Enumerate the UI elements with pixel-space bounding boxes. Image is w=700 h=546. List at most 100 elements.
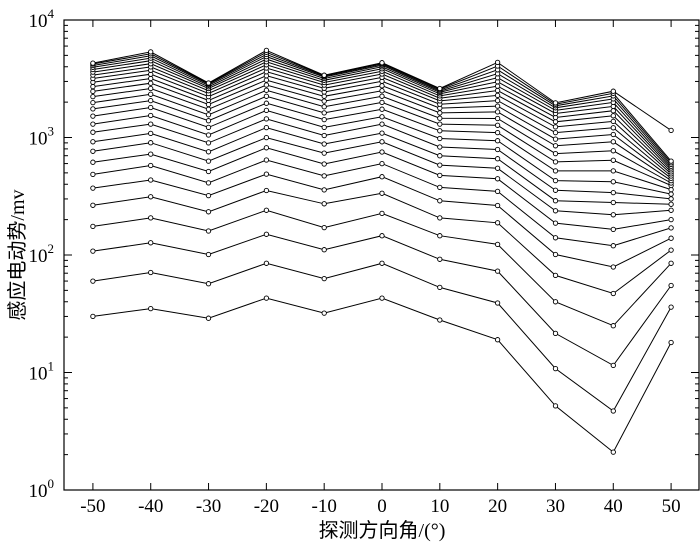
series-15-point bbox=[494, 115, 501, 122]
series-18-point bbox=[610, 125, 616, 131]
series-26-point bbox=[668, 158, 674, 164]
series-line-2 bbox=[92, 262, 672, 412]
series-7-point bbox=[379, 160, 385, 167]
series-3-point bbox=[90, 248, 96, 254]
series-3-point bbox=[494, 268, 501, 274]
series-17-point bbox=[610, 131, 616, 138]
series-14-point bbox=[263, 93, 270, 99]
series-18-point bbox=[552, 129, 559, 136]
series-10-point bbox=[668, 201, 674, 207]
series-12-point bbox=[148, 112, 154, 119]
series-12-point bbox=[494, 138, 501, 144]
series-14-point bbox=[494, 122, 501, 128]
series-20-point bbox=[610, 113, 616, 119]
series-18-point bbox=[494, 97, 501, 104]
series-15-point bbox=[321, 104, 327, 110]
series-9-point bbox=[494, 165, 501, 171]
series-8-point bbox=[205, 168, 212, 175]
x-tick-label: -20 bbox=[254, 496, 279, 517]
series-3-point bbox=[148, 240, 154, 246]
series-11-point bbox=[321, 132, 327, 139]
series-15-point bbox=[437, 115, 443, 121]
series-4-point bbox=[610, 323, 616, 329]
series-line-1 bbox=[92, 297, 672, 453]
series-7-point bbox=[148, 162, 154, 169]
series-15-point bbox=[552, 150, 559, 157]
series-11-point bbox=[205, 140, 212, 146]
series-6-point bbox=[437, 198, 443, 204]
x-tick-label: 20 bbox=[488, 496, 507, 517]
series-27-point bbox=[205, 80, 212, 86]
x-axis-label: 探测方向角/(°) bbox=[319, 519, 446, 542]
series-16-point bbox=[610, 139, 616, 145]
series-17-point bbox=[90, 88, 96, 95]
series-12-point bbox=[321, 124, 327, 131]
series-16-point bbox=[263, 82, 270, 88]
series-2-point bbox=[437, 284, 443, 291]
series-2-point bbox=[610, 408, 616, 414]
series-7-point bbox=[205, 180, 212, 186]
series-15-point bbox=[610, 148, 616, 154]
series-6-point bbox=[379, 174, 385, 180]
series-10-point bbox=[148, 130, 154, 137]
series-5-point bbox=[610, 290, 616, 297]
series-16-point bbox=[321, 98, 327, 104]
series-10-point bbox=[263, 124, 270, 131]
series-4-point bbox=[494, 241, 501, 248]
series-6-point bbox=[321, 187, 327, 193]
series-7-point bbox=[494, 188, 501, 195]
series-7-point bbox=[90, 171, 96, 178]
series-11-point bbox=[379, 121, 385, 127]
series-11-point bbox=[148, 121, 154, 127]
series-27-point bbox=[321, 72, 327, 78]
series-line-6 bbox=[92, 173, 672, 268]
series-5-point bbox=[263, 187, 270, 194]
series-3-point bbox=[610, 362, 616, 369]
series-5-point bbox=[205, 209, 212, 215]
series-27-point bbox=[494, 59, 501, 66]
series-7-point bbox=[610, 243, 616, 249]
x-tick-label: -50 bbox=[80, 496, 105, 517]
x-tick-label: 50 bbox=[662, 496, 681, 517]
series-3-point bbox=[379, 233, 385, 239]
series-27-point bbox=[379, 60, 385, 66]
series-5-point bbox=[494, 220, 501, 226]
series-8-point bbox=[263, 145, 270, 151]
series-11-point bbox=[552, 187, 559, 193]
series-3-point bbox=[321, 247, 327, 253]
series-13-point bbox=[552, 168, 559, 174]
series-10-point bbox=[205, 149, 212, 155]
series-27-point bbox=[668, 127, 674, 134]
series-1-point bbox=[263, 295, 270, 301]
series-16-point bbox=[148, 85, 154, 92]
series-1-point bbox=[90, 313, 96, 320]
series-7-point bbox=[437, 184, 443, 191]
series-14-point bbox=[321, 110, 327, 116]
series-9-point bbox=[437, 162, 443, 168]
series-9-point bbox=[205, 158, 212, 164]
series-4-point bbox=[379, 210, 385, 217]
series-11-point bbox=[437, 144, 443, 150]
series-11-point bbox=[668, 196, 674, 202]
series-10-point bbox=[610, 199, 616, 206]
series-8-point bbox=[379, 149, 385, 155]
series-1-point bbox=[148, 305, 154, 312]
series-7-point bbox=[552, 235, 559, 241]
series-5-point bbox=[668, 247, 674, 253]
series-1-point bbox=[494, 337, 501, 343]
series-13-point bbox=[321, 116, 327, 123]
series-20-point bbox=[494, 87, 501, 94]
series-1-point bbox=[610, 449, 616, 455]
x-tick-label: 30 bbox=[546, 496, 565, 517]
series-11-point bbox=[610, 189, 616, 196]
series-5-point bbox=[379, 190, 385, 196]
series-8-point bbox=[552, 220, 559, 226]
series-17-point bbox=[552, 136, 559, 142]
series-27-point bbox=[610, 88, 616, 94]
series-3-point bbox=[263, 231, 270, 237]
series-6-point bbox=[610, 264, 616, 270]
series-4-point bbox=[437, 233, 443, 239]
series-16-point bbox=[90, 93, 96, 100]
